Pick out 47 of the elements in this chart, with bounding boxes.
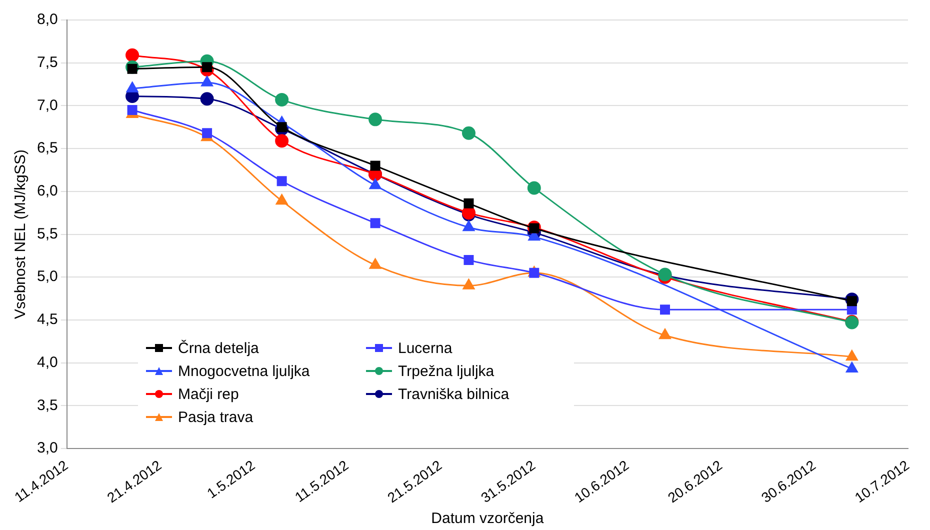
- legend-label: Mnogocvetna ljuljka: [178, 363, 310, 380]
- y-tick-label: 3,0: [36, 440, 58, 457]
- point: [275, 92, 289, 106]
- point: [370, 160, 380, 171]
- point: [127, 104, 138, 115]
- y-axis-title: Vsebnost NEL (MJ/kgSS): [12, 150, 30, 320]
- y-tick-label: 7,5: [36, 54, 58, 71]
- point: [464, 198, 474, 208]
- point: [201, 76, 213, 86]
- point: [276, 194, 288, 205]
- point: [202, 128, 212, 138]
- point: [200, 92, 214, 106]
- point: [369, 258, 382, 269]
- point: [846, 350, 858, 361]
- y-tick-label: 7,0: [36, 96, 58, 114]
- y-tick-label: 6,5: [36, 140, 58, 157]
- point: [276, 122, 287, 132]
- point: [462, 278, 475, 290]
- point: [369, 178, 382, 190]
- y-tick-label: 5,5: [36, 225, 58, 242]
- point: [126, 82, 138, 92]
- legend-label: Lucerna: [398, 340, 452, 357]
- point: [660, 304, 670, 315]
- point: [846, 362, 858, 373]
- y-tick-label: 6,0: [36, 182, 58, 200]
- y-tick-label: 3,5: [36, 396, 58, 414]
- point: [529, 268, 540, 278]
- point: [527, 181, 541, 195]
- legend-label: Travniška bilnica: [398, 386, 510, 403]
- y-tick-label: 4,5: [36, 311, 58, 328]
- x-axis-title: Datum vzorčenja: [431, 510, 544, 528]
- y-tick-label: 8,0: [36, 11, 58, 28]
- legend-label: Pasja trava: [178, 409, 254, 426]
- point: [464, 254, 474, 265]
- y-tick-label: 5,0: [36, 268, 58, 286]
- point: [370, 218, 380, 228]
- y-tick-label: 4,0: [36, 354, 58, 371]
- point: [126, 48, 140, 62]
- legend-label: Mačji rep: [178, 386, 239, 403]
- point: [368, 112, 382, 126]
- point: [275, 134, 289, 148]
- legend-label: Trpežna ljuljka: [398, 363, 494, 380]
- point: [462, 126, 476, 140]
- point: [659, 328, 671, 340]
- legend-label: Črna detelja: [178, 340, 259, 357]
- point: [276, 176, 287, 186]
- point: [462, 220, 475, 232]
